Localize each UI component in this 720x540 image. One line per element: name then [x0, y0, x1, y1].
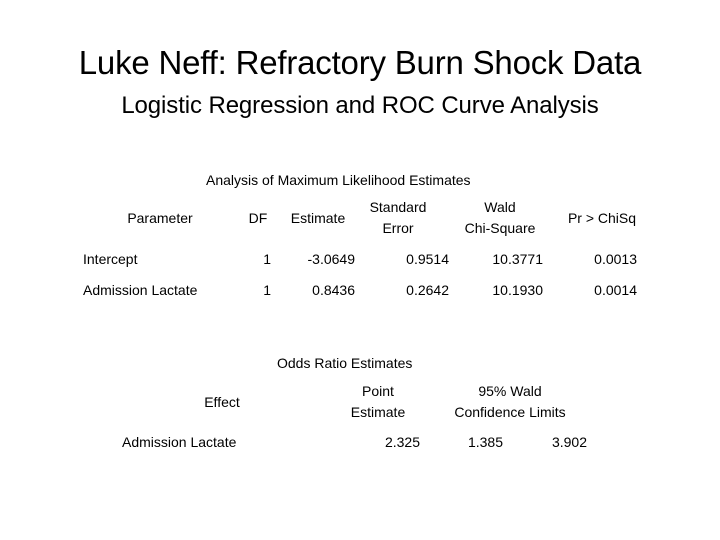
odds-header-confidence-limits: 95% Wald Confidence Limits	[430, 381, 590, 423]
odds-row-lower-limit: 1.385	[467, 434, 503, 450]
mle-row-intercept-parameter: Intercept	[83, 251, 138, 267]
odds-header-point-estimate: Point Estimate	[328, 381, 428, 423]
mle-header-parameter: Parameter	[127, 210, 193, 226]
odds-header-ci-line1: 95% Wald	[478, 383, 542, 399]
mle-header-wald-chi-square: Wald Chi-Square	[450, 197, 550, 239]
mle-header-pr-chisq: Pr > ChiSq	[567, 210, 637, 226]
odds-table-caption: Odds Ratio Estimates	[277, 355, 413, 371]
mle-row-intercept-estimate: -3.0649	[307, 251, 355, 267]
mle-row-intercept-standard-error: 0.9514	[406, 251, 449, 267]
odds-row-upper-limit: 3.902	[551, 434, 587, 450]
mle-row-lactate-pr: 0.0014	[594, 282, 637, 298]
odds-header-point-line2: Estimate	[350, 404, 406, 420]
slide-subtitle: Logistic Regression and ROC Curve Analys…	[121, 92, 599, 119]
mle-row-lactate-wald: 10.1930	[492, 282, 543, 298]
mle-row-lactate-standard-error: 0.2642	[406, 282, 449, 298]
mle-header-estimate: Estimate	[290, 210, 346, 226]
mle-row-lactate-parameter: Admission Lactate	[83, 282, 198, 298]
mle-header-standard-error: Standard Error	[358, 197, 438, 239]
odds-ratio-table: Odds Ratio Estimates Effect Point Estima…	[0, 330, 720, 470]
odds-row-point-estimate: 2.325	[384, 434, 420, 450]
mle-table: Analysis of Maximum Likelihood Estimates…	[83, 172, 637, 298]
mle-row-lactate-df: 1	[263, 282, 271, 298]
mle-header-standard-error-line1: Standard	[369, 199, 427, 215]
mle-header-df: DF	[248, 210, 268, 226]
mle-row-intercept-wald: 10.3771	[492, 251, 543, 267]
mle-row-intercept-pr: 0.0013	[594, 251, 637, 267]
odds-header-point-line1: Point	[362, 383, 394, 399]
mle-row-intercept-df: 1	[263, 251, 271, 267]
odds-row-effect: Admission Lactate	[122, 434, 237, 450]
mle-row-lactate-estimate: 0.8436	[312, 282, 355, 298]
odds-header-ci-line2: Confidence Limits	[454, 404, 566, 420]
odds-header-effect: Effect	[204, 394, 240, 410]
mle-header-standard-error-line2: Error	[382, 220, 414, 236]
slide-title: Luke Neff: Refractory Burn Shock Data	[78, 44, 642, 81]
mle-header-wald-line2: Chi-Square	[464, 220, 536, 236]
mle-table-caption: Analysis of Maximum Likelihood Estimates	[206, 172, 471, 188]
mle-header-wald-line1: Wald	[484, 199, 516, 215]
